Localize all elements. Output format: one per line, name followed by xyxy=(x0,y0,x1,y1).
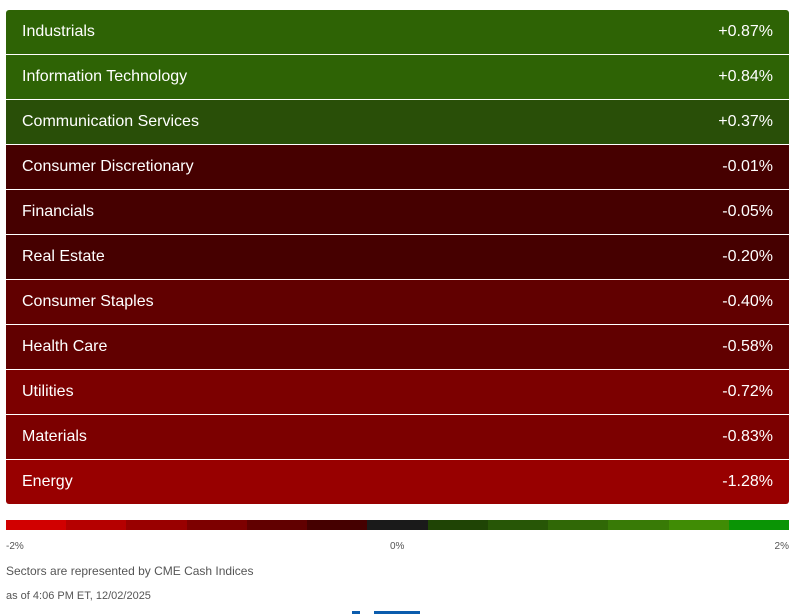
sector-name: Real Estate xyxy=(22,248,105,265)
sector-name: Consumer Discretionary xyxy=(22,158,194,175)
scale-segment xyxy=(608,520,669,530)
sector-name: Consumer Staples xyxy=(22,293,154,310)
sector-name: Communication Services xyxy=(22,113,199,130)
scale-segment xyxy=(126,520,187,530)
sector-change: +0.37% xyxy=(718,113,773,130)
scale-segment xyxy=(548,520,609,530)
timestamp: as of 4:06 PM ET, 12/02/2025 xyxy=(6,590,151,602)
sector-name: Financials xyxy=(22,203,95,220)
sector-row[interactable]: Materials -0.83% xyxy=(6,415,789,460)
scale-segment xyxy=(6,520,67,530)
sector-name: Materials xyxy=(22,428,87,445)
scale-segment xyxy=(307,520,368,530)
sector-name: Information Technology xyxy=(22,68,188,85)
sector-list: Industrials +0.87% Information Technology +… xyxy=(6,10,789,504)
sector-row[interactable]: Energy -1.28% xyxy=(6,460,789,504)
scale-max-label: 2% xyxy=(774,541,789,552)
sector-row[interactable]: Real Estate -0.20% xyxy=(6,235,789,280)
scale-segment xyxy=(427,520,488,530)
sector-row[interactable]: Consumer Discretionary -0.01% xyxy=(6,145,789,190)
sector-name: Utilities xyxy=(22,383,74,400)
scale-mid-label: 0% xyxy=(390,541,405,552)
source-note: Sectors are represented by CME Cash Indi… xyxy=(6,564,254,578)
scale-segment xyxy=(246,520,308,530)
scale-segment xyxy=(186,520,247,530)
sector-change: -0.01% xyxy=(722,158,773,175)
scale-min-label: -2% xyxy=(6,541,24,552)
sector-change: +0.87% xyxy=(718,23,773,40)
sector-change: -1.28% xyxy=(722,473,773,490)
sector-row[interactable]: Financials -0.05% xyxy=(6,190,789,235)
sector-row[interactable]: Information Technology +0.84% xyxy=(6,55,789,100)
sector-row[interactable]: Industrials +0.87% xyxy=(6,10,789,55)
scale-segment xyxy=(367,520,428,530)
cutoff-link-fragment[interactable] xyxy=(352,605,420,614)
scale-segment xyxy=(487,520,549,530)
sector-name: Energy xyxy=(22,473,73,490)
scale-segment xyxy=(728,520,790,530)
sector-change: +0.84% xyxy=(718,68,773,85)
sector-row[interactable]: Health Care -0.58% xyxy=(6,325,789,370)
scale-segment xyxy=(668,520,729,530)
color-scale-bar xyxy=(6,520,790,530)
sector-change: -0.72% xyxy=(722,383,773,400)
scale-segment xyxy=(66,520,127,530)
sector-row[interactable]: Communication Services +0.37% xyxy=(6,100,789,145)
sector-row[interactable]: Utilities -0.72% xyxy=(6,370,789,415)
sector-change: -0.20% xyxy=(722,248,773,265)
sector-row[interactable]: Consumer Staples -0.40% xyxy=(6,280,789,325)
sector-name: Industrials xyxy=(22,23,95,40)
sector-name: Health Care xyxy=(22,338,108,355)
sector-change: -0.83% xyxy=(722,428,773,445)
sector-change: -0.05% xyxy=(722,203,773,220)
sector-change: -0.58% xyxy=(722,338,773,355)
sector-change: -0.40% xyxy=(722,293,773,310)
